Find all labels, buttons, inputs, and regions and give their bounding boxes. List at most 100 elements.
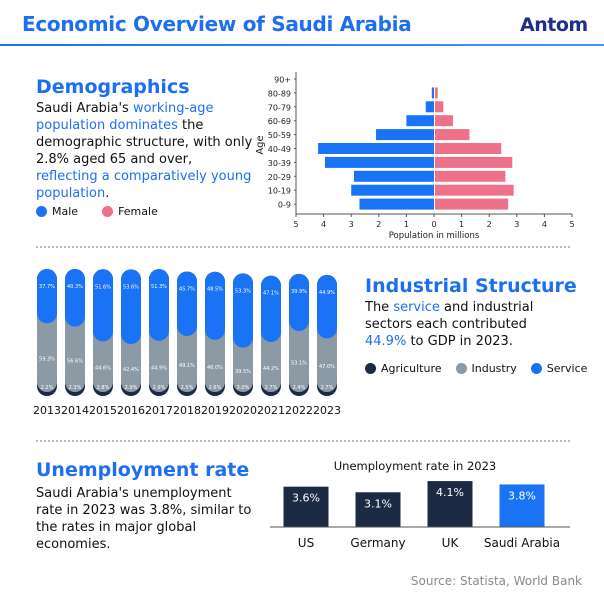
- unemployment-bar: [283, 486, 329, 527]
- category-label: Germany: [350, 536, 405, 550]
- unemployment-text: Saudi Arabia's unemployment rate in 2023…: [36, 486, 252, 552]
- legend-label: Industry: [471, 362, 517, 375]
- service-value-label: 51.6%: [95, 284, 111, 290]
- male-bar: [406, 115, 434, 127]
- y-tick-label: 40-49: [268, 145, 291, 154]
- service-value-label: 53.6%: [123, 284, 139, 290]
- female-bar: [435, 156, 513, 168]
- agriculture-value-label: 2.9%: [125, 385, 138, 391]
- industry-value-label: 39.5%: [235, 369, 251, 375]
- y-tick-label: 10-19: [268, 187, 291, 196]
- unemployment-bar: [427, 481, 473, 527]
- bar-value-label: 4.1%: [436, 486, 464, 499]
- agriculture-value-label: 3.0%: [237, 385, 250, 391]
- source-note: Source: Statista, World Bank: [410, 574, 582, 588]
- industrial-structure-chart: 37.7% 59.3% 2.2% 2013 40.3% 56.6% 2.3% 2014 51.6…: [33, 269, 341, 417]
- bar-value-label: 3.6%: [292, 492, 320, 505]
- female-dot-icon: [102, 206, 114, 217]
- unemployment-chart: Unemployment rate in 2023 3.6% US 3.1% Germa…: [270, 459, 570, 550]
- unemployment-bar: [355, 492, 401, 527]
- industry-value-label: 56.6%: [67, 358, 83, 364]
- agriculture-value-label: 2.4%: [293, 385, 306, 391]
- industry-value-label: 46.0%: [207, 365, 223, 371]
- text-segment: The: [365, 300, 394, 315]
- demographics-title: Demographics: [36, 76, 190, 98]
- industrial-legend: Agriculture Industry Service: [365, 362, 595, 375]
- x-tick-label: 2: [376, 220, 381, 229]
- text-segment: the demographic structure, with only 2.8…: [36, 118, 253, 167]
- industrial-text: The service and industrial sectors each …: [365, 299, 565, 350]
- industry-value-label: 53.1%: [291, 360, 307, 366]
- highlight-text: reflecting a comparatively young populat…: [36, 169, 252, 201]
- year-label: 2016: [117, 404, 145, 417]
- legend-agriculture: Agriculture: [365, 362, 442, 375]
- year-label: 2017: [145, 404, 173, 417]
- legend-male: Male: [36, 205, 78, 218]
- y-tick-label: 70-79: [268, 103, 291, 112]
- industry-value-label: 44.2%: [263, 366, 279, 372]
- legend-label: Female: [118, 205, 158, 218]
- chart-title: Unemployment rate in 2023: [334, 459, 496, 473]
- year-label: 2015: [89, 404, 117, 417]
- population-pyramid-chart: 0-9 10-19 20-29 30-39 40-49 50-59 60-69 70-79 80…: [255, 72, 575, 241]
- header-divider: [0, 44, 604, 46]
- female-bar: [435, 170, 506, 182]
- service-value-label: 48.5%: [207, 287, 223, 293]
- x-tick-label: 4: [321, 220, 326, 229]
- male-bar: [353, 170, 434, 182]
- legend-label: Agriculture: [381, 362, 442, 375]
- service-value-label: 51.3%: [151, 284, 167, 290]
- service-segment: [37, 269, 57, 324]
- industry-value-label: 44.9%: [151, 365, 167, 371]
- section-divider: [36, 440, 570, 442]
- service-segment: [205, 271, 225, 340]
- text-segment: and industrial sectors each contributed: [365, 300, 534, 332]
- male-bar: [324, 156, 434, 168]
- unemployment-bar: [499, 484, 545, 527]
- page-title: Economic Overview of Saudi Arabia: [22, 12, 412, 36]
- service-segment: [317, 274, 337, 339]
- year-label: 2019: [201, 404, 229, 417]
- y-tick-label: 30-39: [268, 159, 291, 168]
- service-segment: [65, 269, 85, 327]
- industry-value-label: 49.1%: [179, 363, 195, 369]
- text-segment: .: [105, 186, 110, 201]
- female-bar: [435, 198, 509, 210]
- agriculture-value-label: 2.6%: [209, 385, 222, 391]
- highlight-text: 44.9%: [365, 334, 407, 349]
- x-tick-label: 2: [487, 220, 492, 229]
- y-tick-label: 0-9: [278, 201, 291, 210]
- male-bar: [376, 129, 434, 141]
- service-segment: [233, 273, 253, 348]
- section-divider: [36, 246, 570, 248]
- industry-value-label: 44.6%: [95, 366, 111, 372]
- highlight-text: working-age population dominates: [36, 101, 214, 133]
- legend-label: Male: [52, 205, 79, 218]
- agriculture-value-label: 2.5%: [181, 385, 194, 391]
- male-bar: [318, 143, 434, 154]
- industry-value-label: 47.0%: [319, 364, 335, 370]
- x-tick-label: 5: [569, 220, 574, 229]
- male-bar: [351, 184, 434, 196]
- industrial-title: Industrial Structure: [365, 275, 577, 297]
- agriculture-value-label: 2.8%: [97, 385, 110, 391]
- service-segment: [289, 273, 309, 331]
- legend-industry: Industry: [455, 362, 517, 375]
- year-label: 2023: [313, 404, 341, 417]
- bar-value-label: 3.1%: [364, 497, 392, 510]
- x-tick-label: 3: [514, 220, 519, 229]
- agriculture-dot-icon: [365, 363, 376, 374]
- antom-logo: Antom: [520, 14, 588, 36]
- industry-value-label: 42.4%: [123, 367, 139, 373]
- year-label: 2014: [61, 404, 89, 417]
- male-dot-icon: [36, 206, 47, 217]
- service-value-label: 37.7%: [39, 284, 55, 290]
- industry-value-label: 59.3%: [39, 357, 55, 363]
- category-label: US: [298, 536, 314, 550]
- female-bar: [435, 115, 453, 127]
- highlight-text: service: [393, 300, 440, 315]
- x-tick-label: 5: [293, 220, 298, 229]
- demographics-text: Saudi Arabia's working-age population do…: [36, 100, 256, 202]
- demographics-legend: Male Female: [36, 205, 166, 218]
- x-tick-label: 3: [349, 220, 354, 229]
